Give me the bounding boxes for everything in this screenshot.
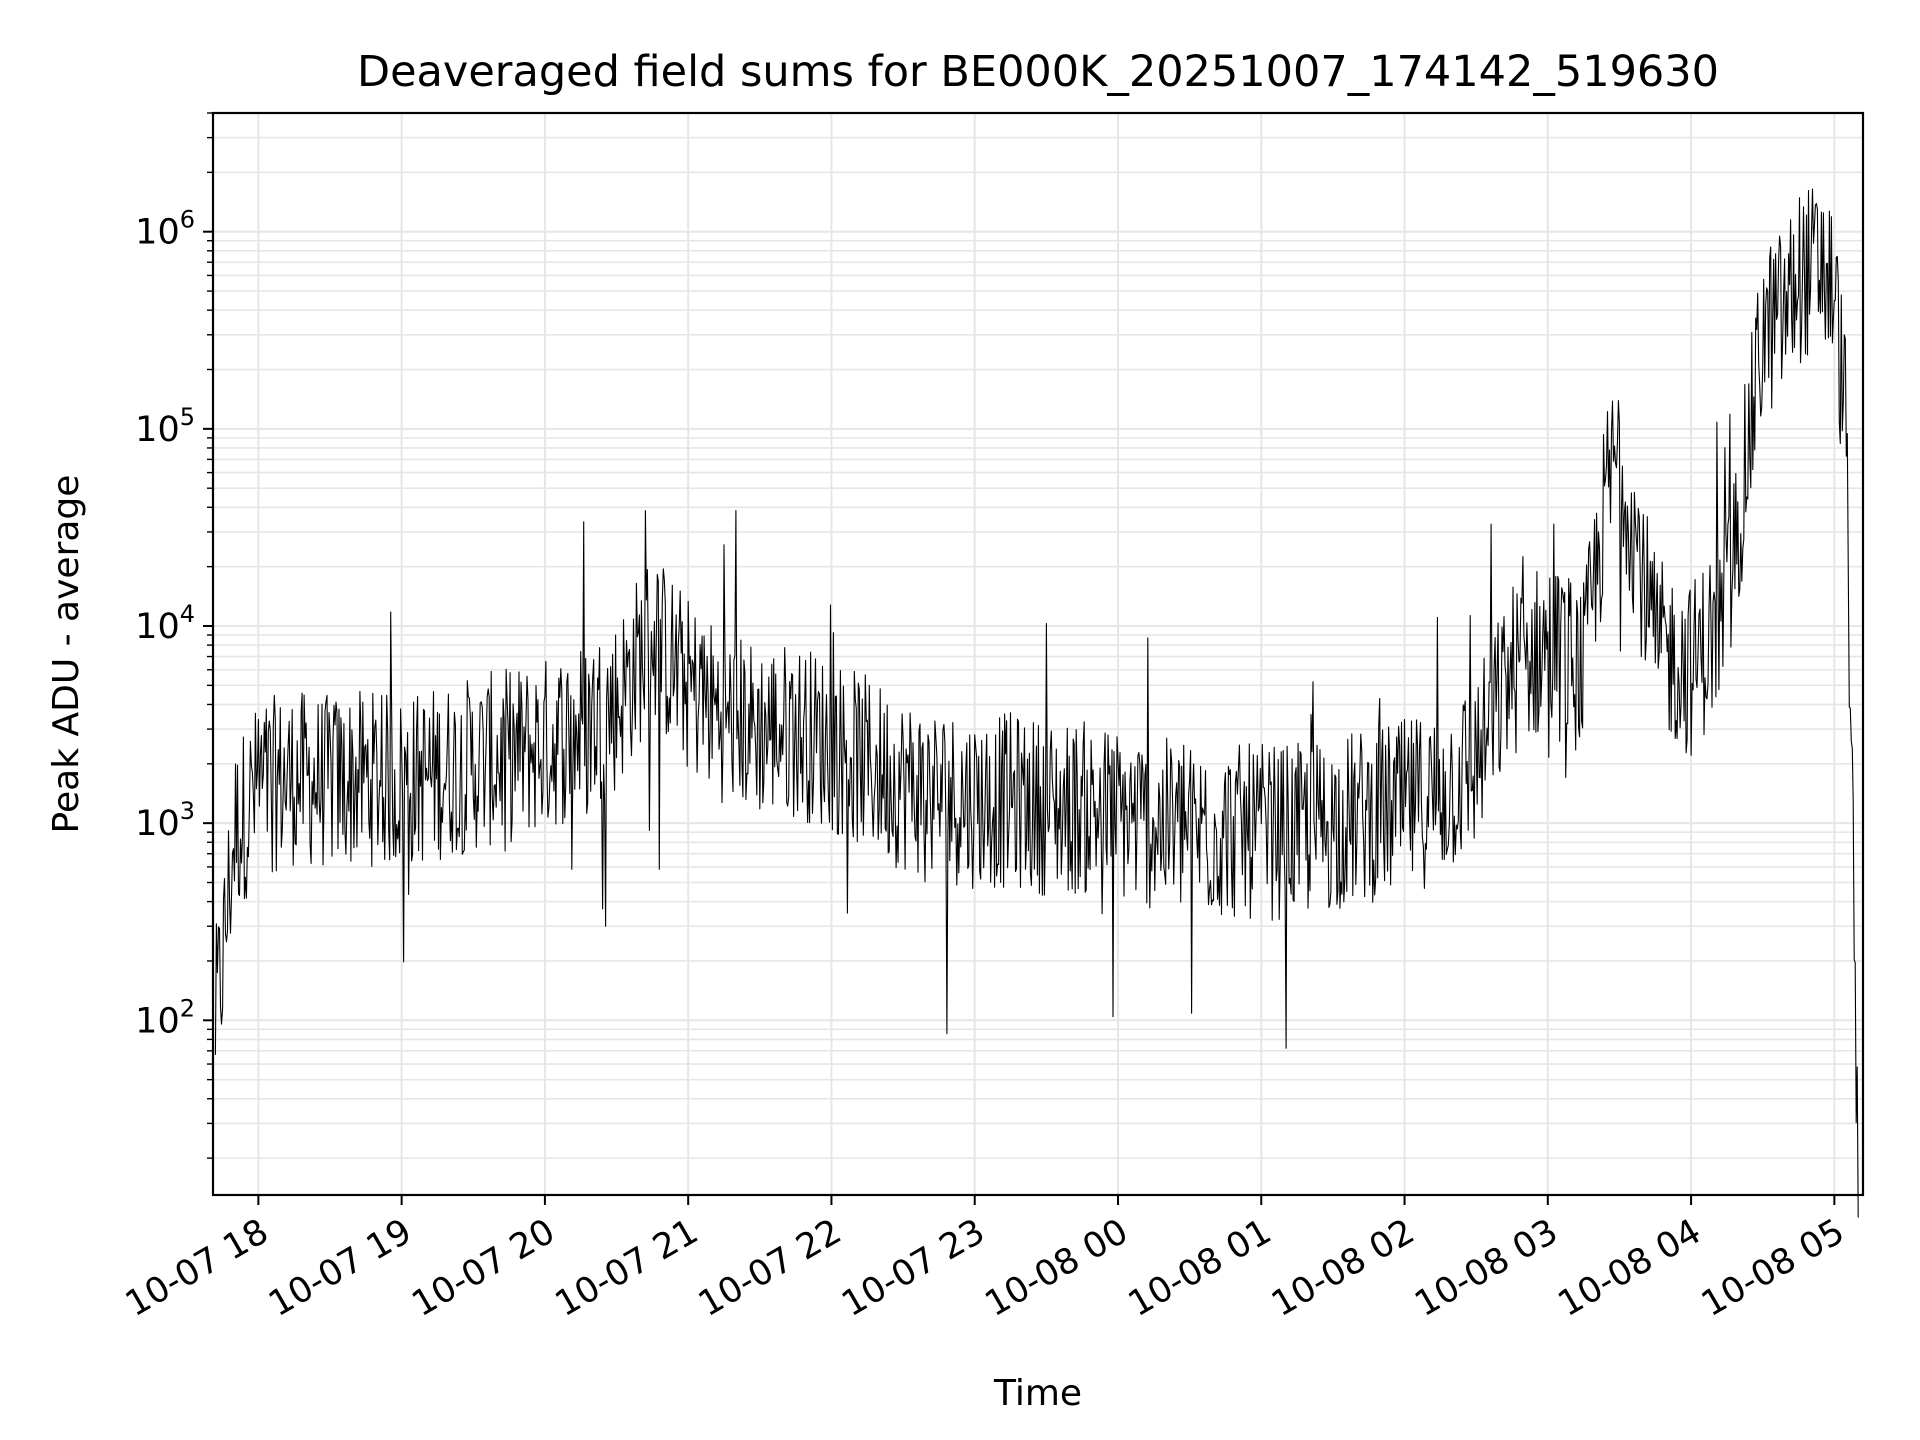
y-tick-base: 10 <box>135 410 180 450</box>
y-tick-label: 106 <box>135 206 195 253</box>
y-tick-label: 105 <box>135 403 195 450</box>
y-tick-label: 103 <box>135 797 195 844</box>
chart-title: Deaveraged field sums for BE000K_2025100… <box>357 47 1719 97</box>
plot-frame <box>211 111 1865 1197</box>
y-tick-exponent: 5 <box>180 403 195 431</box>
plot-area <box>213 113 1863 1195</box>
y-tick-base: 10 <box>135 607 180 647</box>
y-tick-label: 102 <box>135 994 195 1041</box>
y-tick-exponent: 3 <box>180 797 195 825</box>
y-tick-base: 10 <box>135 213 180 253</box>
y-tick-exponent: 4 <box>180 600 195 628</box>
series-layer <box>214 188 1859 1218</box>
x-axis-label: Time <box>993 1373 1082 1414</box>
y-tick-label: 104 <box>135 600 195 647</box>
y-tick-base: 10 <box>135 804 180 844</box>
y-axis-label: Peak ADU - average <box>46 475 87 834</box>
y-tick-exponent: 2 <box>180 994 195 1022</box>
y-tick-base: 10 <box>135 1001 180 1041</box>
series-line <box>214 188 1859 1218</box>
y-tick-exponent: 6 <box>180 206 195 234</box>
